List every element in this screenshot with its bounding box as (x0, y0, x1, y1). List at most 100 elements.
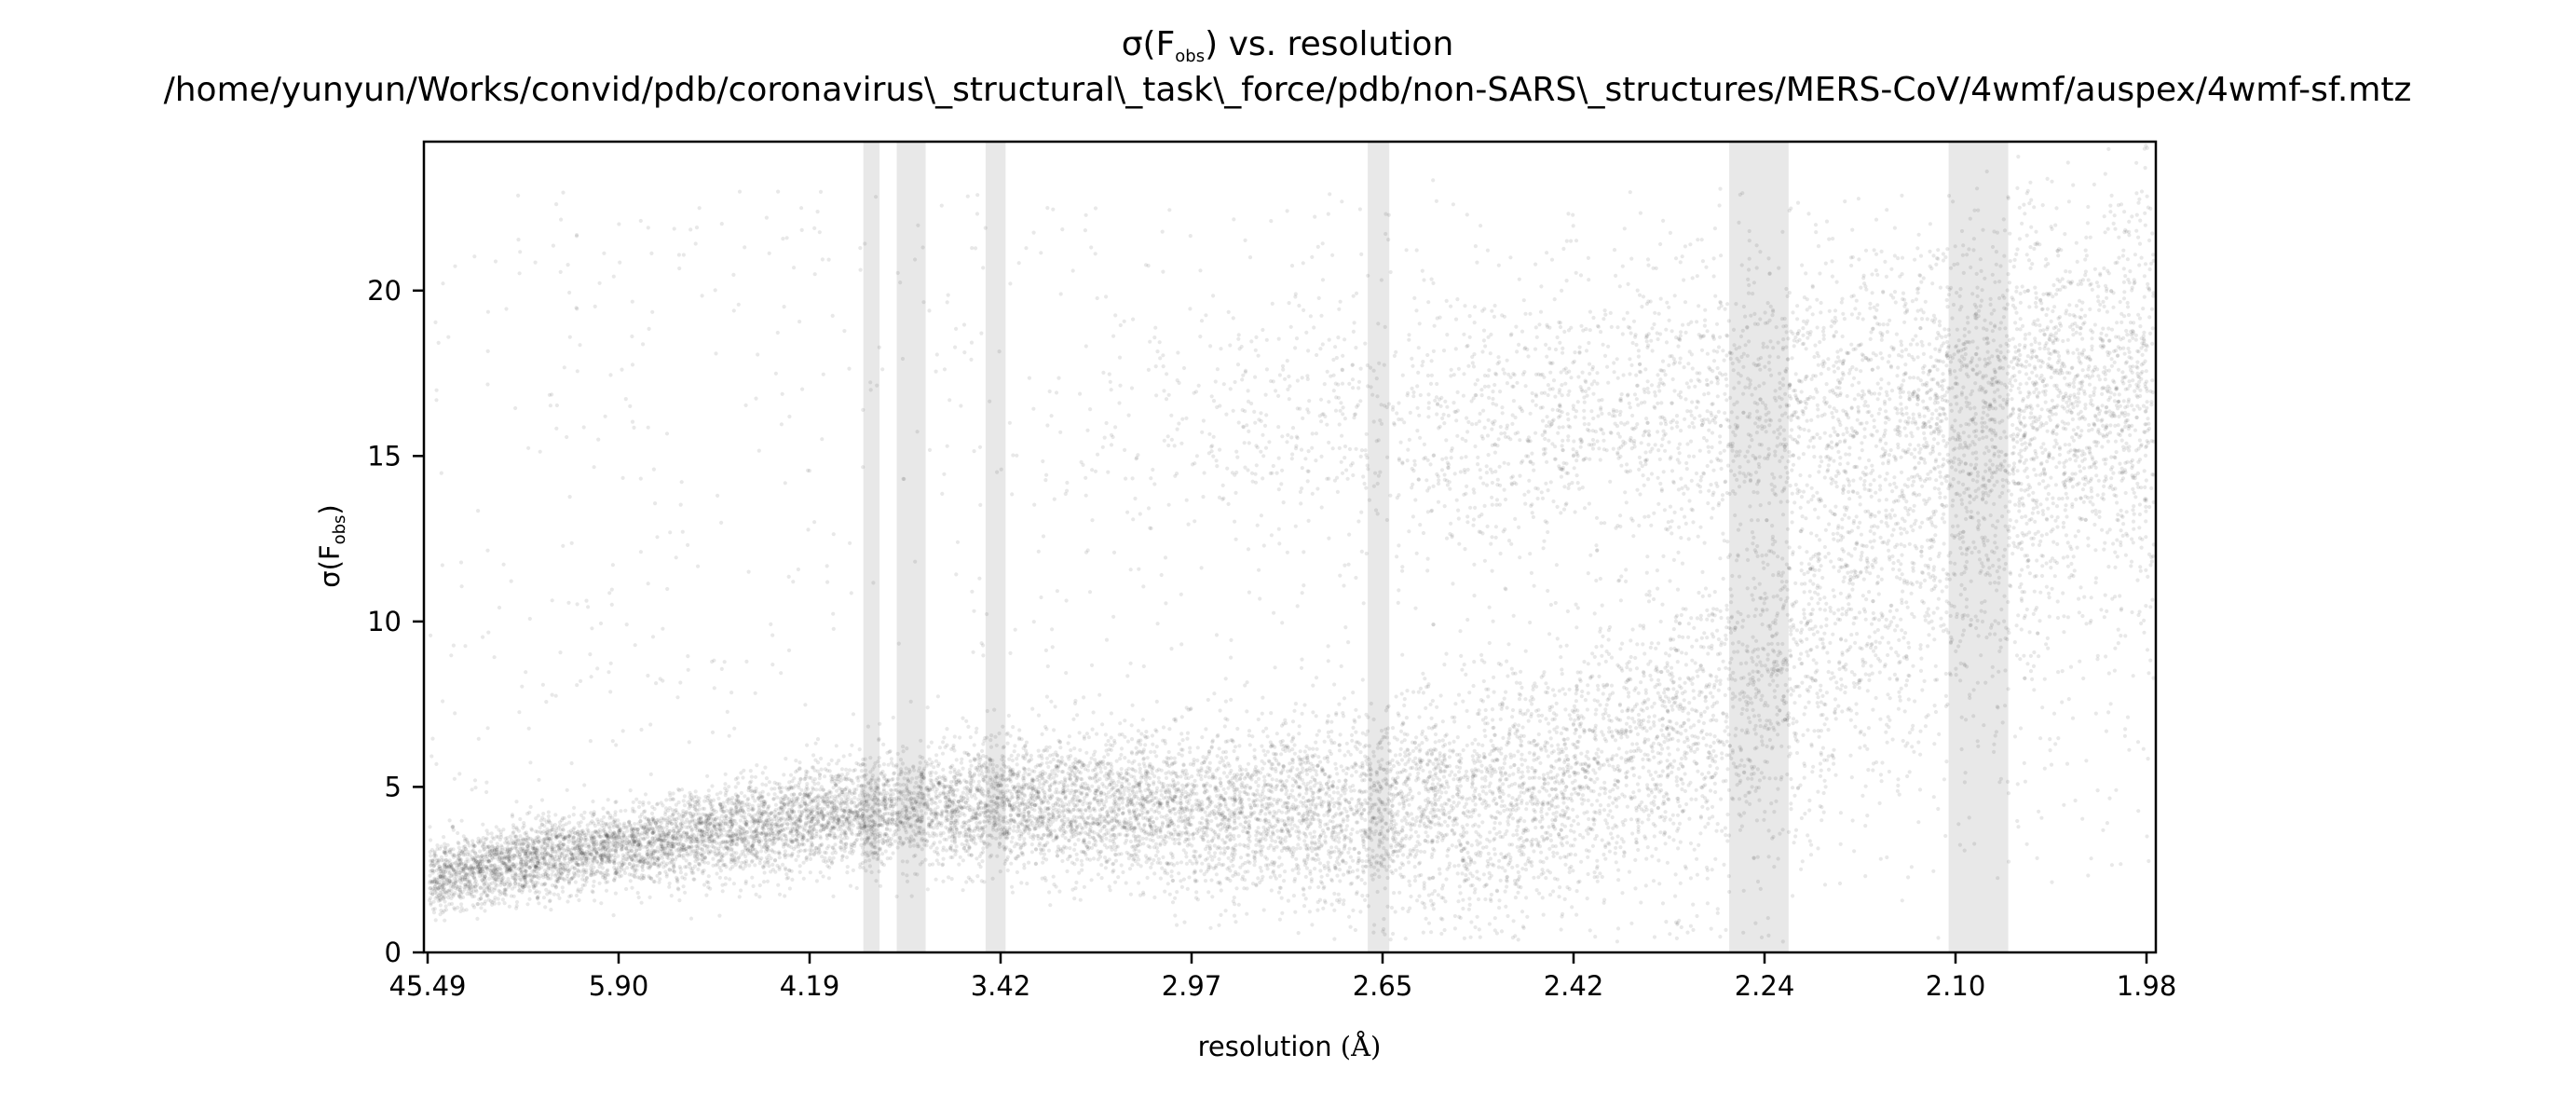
scatter-point (1838, 811, 1843, 815)
scatter-point (1437, 867, 1442, 871)
scatter-point (1813, 343, 1818, 348)
scatter-point (623, 397, 628, 402)
scatter-point (1600, 749, 1604, 754)
scatter-point (908, 805, 913, 810)
scatter-point (1643, 450, 1648, 455)
scatter-point (1528, 860, 1533, 865)
scatter-point (1542, 429, 1547, 433)
scatter-point (1929, 387, 1934, 392)
scatter-point (1832, 363, 1836, 368)
scatter-point (1171, 832, 1176, 837)
scatter-point (1698, 489, 1703, 494)
scatter-point (523, 862, 527, 867)
scatter-point (1956, 480, 1961, 485)
scatter-point (453, 861, 457, 866)
scatter-point (1618, 513, 1623, 518)
scatter-point (945, 743, 949, 747)
scatter-point (1518, 438, 1522, 443)
scatter-point (2063, 508, 2067, 513)
scatter-point (1058, 430, 1063, 434)
scatter-point (484, 780, 489, 785)
scatter-point (2077, 387, 2081, 391)
scatter-point (2039, 573, 2045, 579)
scatter-point (1821, 790, 1826, 796)
scatter-point (580, 883, 585, 888)
scatter-point (1102, 755, 1107, 760)
scatter-point (819, 756, 824, 761)
scatter-point (1813, 590, 1818, 595)
scatter-point (1981, 477, 1986, 482)
scatter-point (538, 449, 542, 454)
scatter-point (1233, 798, 1238, 802)
scatter-point (1969, 392, 1973, 397)
scatter-point (1732, 343, 1737, 348)
scatter-point (1310, 856, 1315, 861)
scatter-point (978, 502, 983, 508)
scatter-point (1134, 814, 1138, 819)
scatter-point (1465, 430, 1470, 434)
scatter-point (1305, 407, 1310, 412)
scatter-point (1323, 772, 1328, 777)
scatter-point (638, 218, 643, 224)
scatter-point (463, 871, 468, 876)
scatter-point (823, 774, 827, 779)
scatter-point (940, 491, 945, 497)
scatter-point (1433, 398, 1438, 403)
scatter-point (1736, 553, 1740, 557)
scatter-point (803, 703, 808, 707)
scatter-point (1125, 510, 1130, 514)
scatter-point (893, 802, 898, 807)
scatter-point (1292, 743, 1297, 747)
scatter-point (1277, 873, 1282, 879)
scatter-point (1417, 749, 1422, 754)
ice-ring-band-6 (1948, 142, 2009, 952)
scatter-point (1438, 424, 1442, 429)
scatter-point (1599, 786, 1603, 791)
scatter-point (1973, 545, 1978, 551)
scatter-point (767, 251, 771, 255)
scatter-point (443, 918, 447, 923)
scatter-point (1894, 485, 1899, 489)
scatter-point (1077, 731, 1082, 735)
scatter-point (1008, 281, 1013, 286)
scatter-point (752, 789, 757, 794)
scatter-point (1967, 330, 1971, 335)
scatter-point (1987, 632, 1992, 636)
scatter-point (1865, 746, 1870, 751)
scatter-point (1675, 813, 1681, 817)
scatter-point (557, 832, 562, 837)
scatter-point (1462, 663, 1466, 667)
scatter-point (813, 758, 818, 762)
scatter-point (2017, 370, 2022, 375)
scatter-point (996, 784, 1001, 788)
scatter-point (1333, 408, 1339, 413)
scatter-point (1979, 268, 1983, 273)
scatter-point (2024, 253, 2029, 257)
scatter-point (786, 843, 791, 848)
scatter-point (757, 842, 762, 847)
scatter-point (1602, 308, 1607, 313)
scatter-point (1468, 935, 1473, 939)
scatter-point (1724, 383, 1729, 388)
scatter-point (867, 819, 872, 825)
scatter-point (1549, 422, 1554, 427)
scatter-point (1964, 516, 1969, 522)
scatter-point (1161, 269, 1165, 274)
scatter-point (753, 828, 758, 833)
scatter-point (753, 774, 758, 779)
scatter-point (1777, 266, 1781, 270)
scatter-point (1485, 864, 1490, 869)
scatter-point (613, 848, 618, 854)
scatter-point (1513, 516, 1518, 522)
scatter-point (1369, 385, 1373, 390)
scatter-point (1616, 868, 1621, 872)
scatter-point (1818, 773, 1823, 778)
scatter-point (1629, 256, 1634, 261)
scatter-point (801, 860, 806, 865)
scatter-points (427, 144, 2156, 944)
scatter-point (2013, 321, 2018, 325)
scatter-point (1750, 656, 1754, 661)
scatter-point (1754, 638, 1759, 643)
scatter-point (2129, 564, 2133, 568)
